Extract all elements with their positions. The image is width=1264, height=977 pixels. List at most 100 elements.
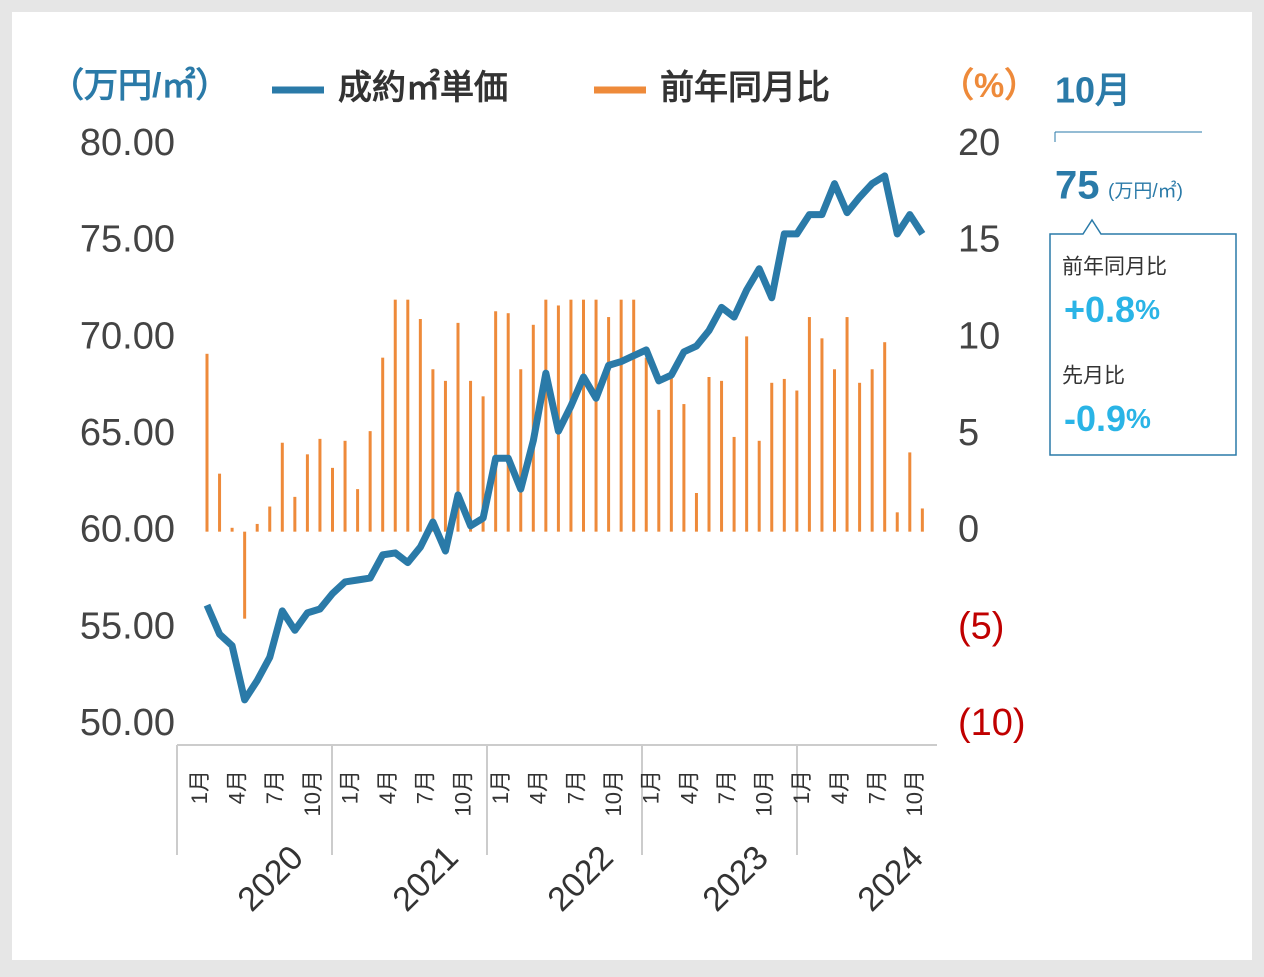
bar [481,396,485,532]
panel-mom-label: 先月比 [1062,365,1125,388]
bar [255,523,259,532]
bar [280,442,284,532]
bar [657,409,661,532]
bar [519,369,523,532]
panel-price: 75 [1055,164,1100,208]
bar [732,436,736,532]
bar [594,299,598,532]
y2-tick-label: 15 [958,219,1000,261]
bar [745,336,749,532]
line [203,172,926,704]
bar [569,299,573,532]
legend-label: 成約㎡単価 [338,68,508,107]
y2-tick-label: (10) [958,702,1026,744]
panel-mom-unit: % [1126,403,1151,434]
bar [582,299,585,532]
bar [770,382,774,532]
y2-tick-label: (5) [958,605,1004,647]
y2-tick-label: 0 [958,509,979,551]
y2-axis-label: （%） [940,66,1038,105]
bar [833,369,836,532]
y2-tick-label: 20 [958,122,1000,164]
bar [443,380,447,532]
bar [707,377,711,532]
bar [456,322,460,532]
y-tick-label: 80.00 [80,122,175,164]
bar [632,299,636,532]
bar [870,369,874,532]
x-tick-label: 10月 [902,770,927,816]
bar [607,317,611,532]
bar [268,506,272,532]
y-tick-label: 55.00 [80,605,175,647]
bar [883,342,887,532]
bar [795,390,799,532]
bar [469,380,473,532]
y2-tick-label: 5 [958,412,979,454]
bar [406,299,410,532]
bar [908,452,912,532]
x-tick-label: 7月 [413,770,438,804]
bar [494,311,498,532]
x-tick-label: 1月 [789,770,814,804]
bar [858,382,862,532]
panel-price-unit: (万円/㎡) [1108,179,1183,202]
bar [343,440,347,532]
x-tick-label: 1月 [187,770,212,804]
y2-tick-label: 10 [958,315,1000,357]
bar [920,508,924,532]
bar [205,353,209,532]
card [12,12,1252,960]
bar [368,431,372,532]
bar [393,299,397,532]
bar [644,357,648,532]
bar [230,527,234,532]
bar [820,338,824,532]
bar [807,317,811,532]
bar [318,438,322,532]
bar [782,378,786,532]
panel-mom-value: -0.9 [1064,398,1126,439]
bar [418,319,422,532]
x-tick-label: 7月 [865,770,890,804]
panel-month: 10月 [1055,70,1131,111]
bar [720,380,724,532]
panel-mom: -0.9% [1064,398,1151,439]
panel-yoy-unit: % [1135,294,1160,325]
bar [544,299,548,532]
y-tick-label: 65.00 [80,412,175,454]
bar [218,473,222,532]
bar [895,512,899,532]
bar [694,493,698,532]
bar [243,531,247,619]
bar [682,404,686,532]
x-tick-label: 4月 [676,770,701,804]
panel-yoy-value: +0.8 [1064,289,1135,330]
x-tick-label: 1月 [488,770,513,804]
panel-box [1049,218,1237,456]
panel-yoy: +0.8% [1064,289,1160,330]
y-tick-label: 75.00 [80,219,175,261]
bar [293,496,297,532]
bar [331,467,334,532]
bar [757,440,761,532]
panel-yoy-label: 前年同月比 [1062,256,1167,279]
x-tick-label: 7月 [563,770,588,804]
x-tick-label: 4月 [827,770,852,804]
bar [845,317,849,532]
x-tick-label: 7月 [714,770,739,804]
x-tick-label: 4月 [375,770,400,804]
y-tick-label: 50.00 [80,702,175,744]
x-tick-label: 10月 [450,770,475,816]
bar [356,489,360,532]
x-tick-label: 4月 [526,770,551,804]
bar [619,299,623,532]
x-tick-label: 10月 [300,770,325,816]
y-axis-label: （万円/㎡） [50,66,229,105]
x-tick-label: 4月 [224,770,249,804]
bar [305,454,309,532]
bar [381,357,385,532]
x-tick-label: 1月 [639,770,664,804]
bar [669,377,673,532]
